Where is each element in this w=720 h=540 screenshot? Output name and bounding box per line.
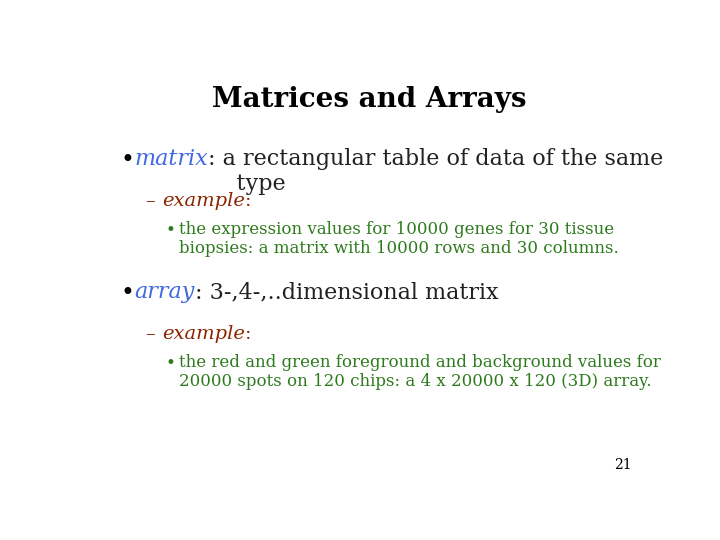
- Text: •: •: [121, 281, 135, 305]
- Text: :: :: [245, 192, 251, 210]
- Text: example: example: [162, 192, 245, 210]
- Text: the expression values for 10000 genes for 30 tissue
biopsies: a matrix with 1000: the expression values for 10000 genes fo…: [179, 221, 619, 258]
- Text: example: example: [162, 325, 245, 343]
- Text: : 3-,4-,..dimensional matrix: : 3-,4-,..dimensional matrix: [195, 281, 498, 303]
- Text: 21: 21: [613, 458, 631, 472]
- Text: •: •: [121, 148, 135, 172]
- Text: •: •: [166, 354, 175, 372]
- Text: •: •: [166, 221, 175, 239]
- Text: : a rectangular table of data of the same
    type: : a rectangular table of data of the sam…: [208, 148, 664, 195]
- Text: array: array: [135, 281, 195, 303]
- Text: the red and green foreground and background values for
20000 spots on 120 chips:: the red and green foreground and backgro…: [179, 354, 661, 390]
- Text: matrix: matrix: [135, 148, 208, 170]
- Text: –: –: [145, 325, 162, 343]
- Text: Matrices and Arrays: Matrices and Arrays: [212, 85, 526, 113]
- Text: :: :: [245, 325, 251, 343]
- Text: –: –: [145, 192, 162, 210]
